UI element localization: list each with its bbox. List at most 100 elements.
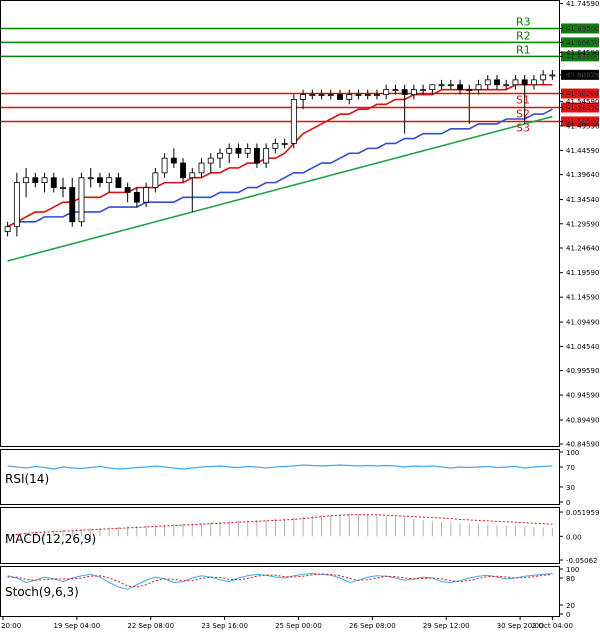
stoch-k-line <box>7 572 553 590</box>
rsi-panel-frame <box>0 449 560 505</box>
candle-body <box>50 177 57 188</box>
candle-body <box>244 147 251 154</box>
candle-body <box>133 192 140 203</box>
rsi-indicator: 100 70 30 0 <box>7 449 579 507</box>
time-label: 2 Oct 04:00 <box>532 622 573 630</box>
macd-tick-label: -0.05062 <box>566 557 597 565</box>
candle-body <box>530 79 537 86</box>
candle-body <box>420 89 427 92</box>
candle-body <box>290 99 297 144</box>
candle-body <box>383 89 390 95</box>
macd-panel-frame <box>0 507 560 564</box>
candle-body <box>253 147 260 164</box>
level-tag-s3 <box>561 116 599 127</box>
candle-body <box>97 177 103 184</box>
time-label: 23 Sep 16:00 <box>201 622 248 630</box>
price-tick-label: 41.66650 <box>566 39 599 47</box>
level-name-r3: R3 <box>516 15 531 28</box>
candle-body <box>503 84 510 87</box>
candle-body <box>410 89 417 95</box>
time-axis: 20:00 19 Sep 04:00 22 Sep 08:00 23 Sep 16:0… <box>1 617 573 630</box>
candle-body <box>161 157 168 174</box>
price-tick-label: 41.24640 <box>566 245 599 253</box>
candle-body <box>69 187 76 223</box>
rsi-tick-label: 70 <box>566 464 575 472</box>
candle-body <box>235 147 242 154</box>
macd-tick-label: 0.051959 <box>566 509 599 517</box>
price-tick-label: 41.54590 <box>566 98 599 106</box>
level-tag-label: 41.63800 <box>566 53 599 61</box>
price-tick-label: 41.50500 <box>566 118 599 126</box>
time-label: 29 Sep 12:00 <box>423 622 470 630</box>
time-label: 30 Sep 20:00 <box>497 622 544 630</box>
price-tick-label: 40.84590 <box>566 441 599 449</box>
candle-body <box>281 143 288 145</box>
time-label: 22 Sep 08:00 <box>127 622 174 630</box>
price-tick-label: 41.56200 <box>566 90 599 98</box>
candle-body <box>466 89 473 92</box>
pivot-levels: 41.69500 R3 41.66650 R2 41.63800 R1 41.56200 S1… <box>1 15 599 134</box>
candle-body <box>263 147 270 164</box>
stoch-tick-label: 0 <box>566 611 570 619</box>
stoch-label: Stoch(9,6,3) <box>5 585 79 599</box>
price-tick-label: 41.63800 <box>566 53 599 61</box>
candle-body <box>401 89 408 95</box>
rsi-label: RSI(14) <box>5 472 49 486</box>
candle-body <box>327 94 334 96</box>
price-tick-label: 41.49590 <box>566 122 599 130</box>
candle-body <box>429 84 436 91</box>
candle-body <box>115 177 122 188</box>
stoch-tick-label: 20 <box>566 602 575 610</box>
candle-body <box>198 162 205 174</box>
level-name-r1: R1 <box>516 43 531 56</box>
ma-green-line <box>7 115 553 262</box>
stoch-tick-label: 100 <box>566 566 579 574</box>
level-name-r2: R2 <box>516 29 531 42</box>
candle-body <box>475 84 482 91</box>
time-label: 25 Sep 00:00 <box>275 622 322 630</box>
level-tag-r3 <box>561 23 599 34</box>
rsi-tick-label: 0 <box>566 499 570 507</box>
candle-body <box>392 89 399 92</box>
candle-body <box>549 74 556 77</box>
time-label: 19 Sep 04:00 <box>53 622 100 630</box>
stoch-panel-frame <box>0 566 560 617</box>
price-tick-label: 40.94590 <box>566 392 599 400</box>
rsi-tick-label: 30 <box>566 484 575 492</box>
candle-body <box>521 79 528 86</box>
price-tick-label: 41.74590 <box>566 0 599 8</box>
current-price-tag <box>561 69 599 80</box>
candle-body <box>180 162 186 179</box>
stoch-d-line <box>7 573 553 588</box>
level-tag-s2 <box>561 102 599 113</box>
candle-body <box>300 94 307 100</box>
level-tag-s1 <box>561 88 599 99</box>
price-tick-label: 40.99590 <box>566 367 599 375</box>
level-name-s1: S1 <box>516 94 530 107</box>
price-tick-label: 40.89490 <box>566 417 599 425</box>
candle-body <box>189 172 196 179</box>
candle-body <box>143 187 150 203</box>
candle-body <box>13 182 20 228</box>
candle-body <box>309 94 316 96</box>
current-price-label: 41.60025 <box>566 71 599 79</box>
candles <box>4 70 556 237</box>
price-axis: 41.74590 41.69500 41.66650 41.6459041.63800… <box>559 0 599 449</box>
candle-body <box>438 84 445 87</box>
candle-body <box>346 94 353 100</box>
level-tag-label: 41.50500 <box>566 118 599 126</box>
time-label: 20:00 <box>1 622 21 630</box>
macd-label: MACD(12,26,9) <box>5 532 96 546</box>
candle-body <box>364 94 371 96</box>
candle-body <box>23 177 30 184</box>
stoch-tick-label: 80 <box>566 575 575 583</box>
rsi-line <box>7 464 553 470</box>
candle-body <box>170 157 177 164</box>
rsi-tick-label: 100 <box>566 449 579 457</box>
price-tick-label: 41.29590 <box>566 220 599 228</box>
moving-averages <box>7 83 553 262</box>
candle-body <box>494 79 500 86</box>
level-tag-r2 <box>561 37 599 48</box>
price-tick-label: 41.34540 <box>566 196 599 204</box>
